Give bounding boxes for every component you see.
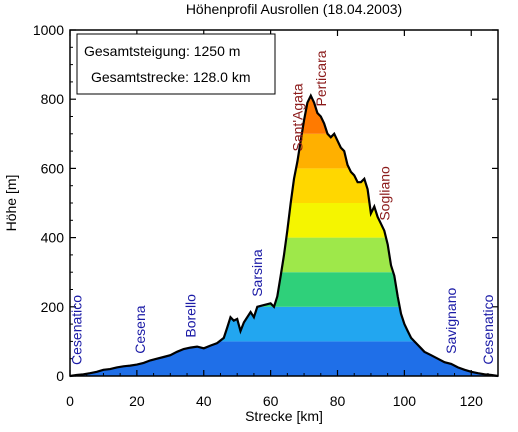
place-label: Sogliano [376, 166, 392, 221]
y-tick-label: 600 [41, 160, 65, 176]
y-tick-label: 0 [56, 368, 64, 384]
place-label: Sarsina [249, 249, 265, 297]
y-axis-label: Höhe [m] [3, 175, 19, 232]
x-tick-label: 20 [129, 393, 145, 409]
color-band-5 [70, 168, 498, 203]
place-label: Savignano [443, 288, 459, 354]
chart-title: Höhenprofil Ausrollen (18.04.2003) [186, 1, 402, 17]
place-label: Cesenatico [480, 294, 496, 364]
y-tick-label: 800 [41, 91, 65, 107]
color-band-2 [70, 272, 498, 307]
place-label: Sant'Agata [289, 83, 305, 151]
summary-line-1: Gesamtsteigung: 1250 m [84, 43, 240, 59]
color-band-6 [70, 133, 498, 169]
color-band-7 [70, 99, 498, 134]
x-axis-ticks: 0 20 40 60 80 100 120 [66, 30, 489, 409]
place-label: Cesenatico [69, 295, 85, 365]
x-tick-label: 120 [460, 393, 484, 409]
color-band-4 [70, 203, 498, 238]
x-tick-label: 80 [330, 393, 346, 409]
x-tick-label: 40 [196, 393, 212, 409]
y-tick-label: 1000 [33, 22, 64, 38]
place-labels: Cesenatico Cesena Borello Sarsina Sant'Agata… [69, 50, 496, 365]
y-tick-label: 400 [41, 230, 65, 246]
place-label: Borello [182, 294, 198, 338]
y-tick-label: 200 [41, 299, 65, 315]
place-label: Cesena [132, 305, 148, 353]
x-tick-label: 0 [66, 393, 74, 409]
x-tick-label: 100 [393, 393, 417, 409]
place-label: Perticara [313, 50, 329, 106]
summary-box [76, 33, 276, 95]
y-axis-ticks: 0 200 400 600 800 1000 [33, 22, 498, 384]
x-tick-label: 60 [263, 393, 279, 409]
x-axis-label: Strecke [km] [245, 408, 323, 424]
elevation-line [69, 93, 499, 378]
summary-line-2: Gesamtstrecke: 128.0 km [91, 69, 251, 85]
